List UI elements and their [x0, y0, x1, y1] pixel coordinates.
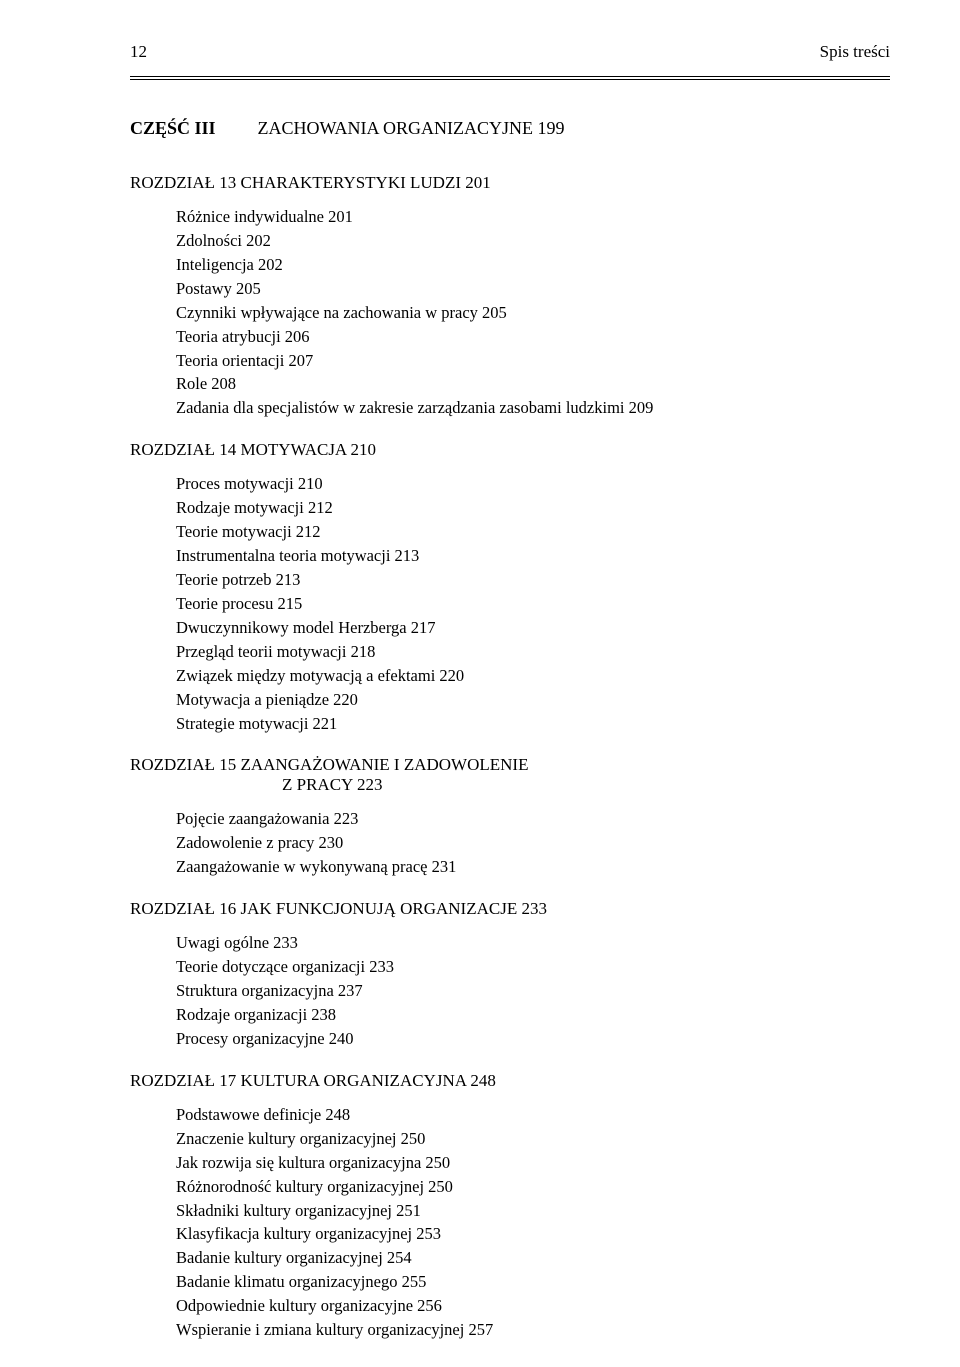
toc-entry: Motywacja a pieniądze 220	[176, 688, 890, 712]
toc-entry: Instrumentalna teoria motywacji 213	[176, 544, 890, 568]
toc-entry: Teorie potrzeb 213	[176, 568, 890, 592]
toc-entry: Znaczenie kultury organizacyjnej 250	[176, 1127, 890, 1151]
toc-entry: Zaangażowanie w wykonywaną pracę 231	[176, 855, 890, 879]
toc-entry: Dwuczynnikowy model Herzberga 217	[176, 616, 890, 640]
page-number: 12	[130, 42, 147, 62]
toc-entry: Teoria atrybucji 206	[176, 325, 890, 349]
chapter-heading: ROZDZIAŁ 15 ZAANGAŻOWANIE I ZADOWOLENIE	[130, 755, 890, 775]
chapter-heading: ROZDZIAŁ 17 KULTURA ORGANIZACYJNA 248	[130, 1071, 890, 1091]
toc-entry: Związek między motywacją a efektami 220	[176, 664, 890, 688]
toc-entry: Odpowiednie kultury organizacyjne 256	[176, 1294, 890, 1318]
toc-entry: Pojęcie zaangażowania 223	[176, 807, 890, 831]
toc-entry: Klasyfikacja kultury organizacyjnej 253	[176, 1222, 890, 1246]
toc-entry: Teorie motywacji 212	[176, 520, 890, 544]
toc-entry: Zadania dla specjalistów w zakresie zarz…	[176, 396, 890, 420]
toc-entry: Różnorodność kultury organizacyjnej 250	[176, 1175, 890, 1199]
chapter-entries: Proces motywacji 210Rodzaje motywacji 21…	[176, 472, 890, 735]
toc-entry: Teoria orientacji 207	[176, 349, 890, 373]
chapter-subheading: Z PRACY 223	[282, 775, 890, 795]
chapters-list: ROZDZIAŁ 13 CHARAKTERYSTYKI LUDZI 201 Róż…	[130, 173, 890, 1342]
toc-entry: Inteligencja 202	[176, 253, 890, 277]
toc-entry: Przegląd teorii motywacji 218	[176, 640, 890, 664]
toc-entry: Struktura organizacyjna 237	[176, 979, 890, 1003]
toc-entry: Proces motywacji 210	[176, 472, 890, 496]
toc-entry: Jak rozwija się kultura organizacyjna 25…	[176, 1151, 890, 1175]
toc-entry: Badanie kultury organizacyjnej 254	[176, 1246, 890, 1270]
toc-entry: Różnice indywidualne 201	[176, 205, 890, 229]
chapter-heading: ROZDZIAŁ 14 MOTYWACJA 210	[130, 440, 890, 460]
toc-entry: Postawy 205	[176, 277, 890, 301]
toc-entry: Rodzaje organizacji 238	[176, 1003, 890, 1027]
chapter-heading: ROZDZIAŁ 13 CHARAKTERYSTYKI LUDZI 201	[130, 173, 890, 193]
toc-entry: Czynniki wpływające na zachowania w prac…	[176, 301, 890, 325]
toc-entry: Zadowolenie z pracy 230	[176, 831, 890, 855]
toc-entry: Podstawowe definicje 248	[176, 1103, 890, 1127]
divider-thin	[130, 79, 890, 80]
chapter-entries: Pojęcie zaangażowania 223Zadowolenie z p…	[176, 807, 890, 879]
chapter-heading: ROZDZIAŁ 16 JAK FUNKCJONUJĄ ORGANIZACJE …	[130, 899, 890, 919]
header-title: Spis treści	[820, 42, 890, 62]
toc-entry: Procesy organizacyjne 240	[176, 1027, 890, 1051]
toc-entry: Strategie motywacji 221	[176, 712, 890, 736]
part-label: CZĘŚĆ III	[130, 118, 216, 139]
toc-entry: Zdolności 202	[176, 229, 890, 253]
toc-entry: Rodzaje motywacji 212	[176, 496, 890, 520]
divider-thick	[130, 76, 890, 77]
toc-entry: Role 208	[176, 372, 890, 396]
chapter-entries: Uwagi ogólne 233Teorie dotyczące organiz…	[176, 931, 890, 1051]
chapter-entries: Podstawowe definicje 248Znaczenie kultur…	[176, 1103, 890, 1342]
part-heading: CZĘŚĆ III ZACHOWANIA ORGANIZACYJNE 199	[130, 118, 890, 139]
chapter-entries: Różnice indywidualne 201Zdolności 202Int…	[176, 205, 890, 420]
toc-entry: Wspieranie i zmiana kultury organizacyjn…	[176, 1318, 890, 1342]
part-title: ZACHOWANIA ORGANIZACYJNE 199	[258, 118, 565, 139]
page-header: 12 Spis treści	[130, 42, 890, 62]
toc-entry: Badanie klimatu organizacyjnego 255	[176, 1270, 890, 1294]
toc-entry: Teorie procesu 215	[176, 592, 890, 616]
toc-entry: Składniki kultury organizacyjnej 251	[176, 1199, 890, 1223]
toc-entry: Uwagi ogólne 233	[176, 931, 890, 955]
toc-entry: Teorie dotyczące organizacji 233	[176, 955, 890, 979]
